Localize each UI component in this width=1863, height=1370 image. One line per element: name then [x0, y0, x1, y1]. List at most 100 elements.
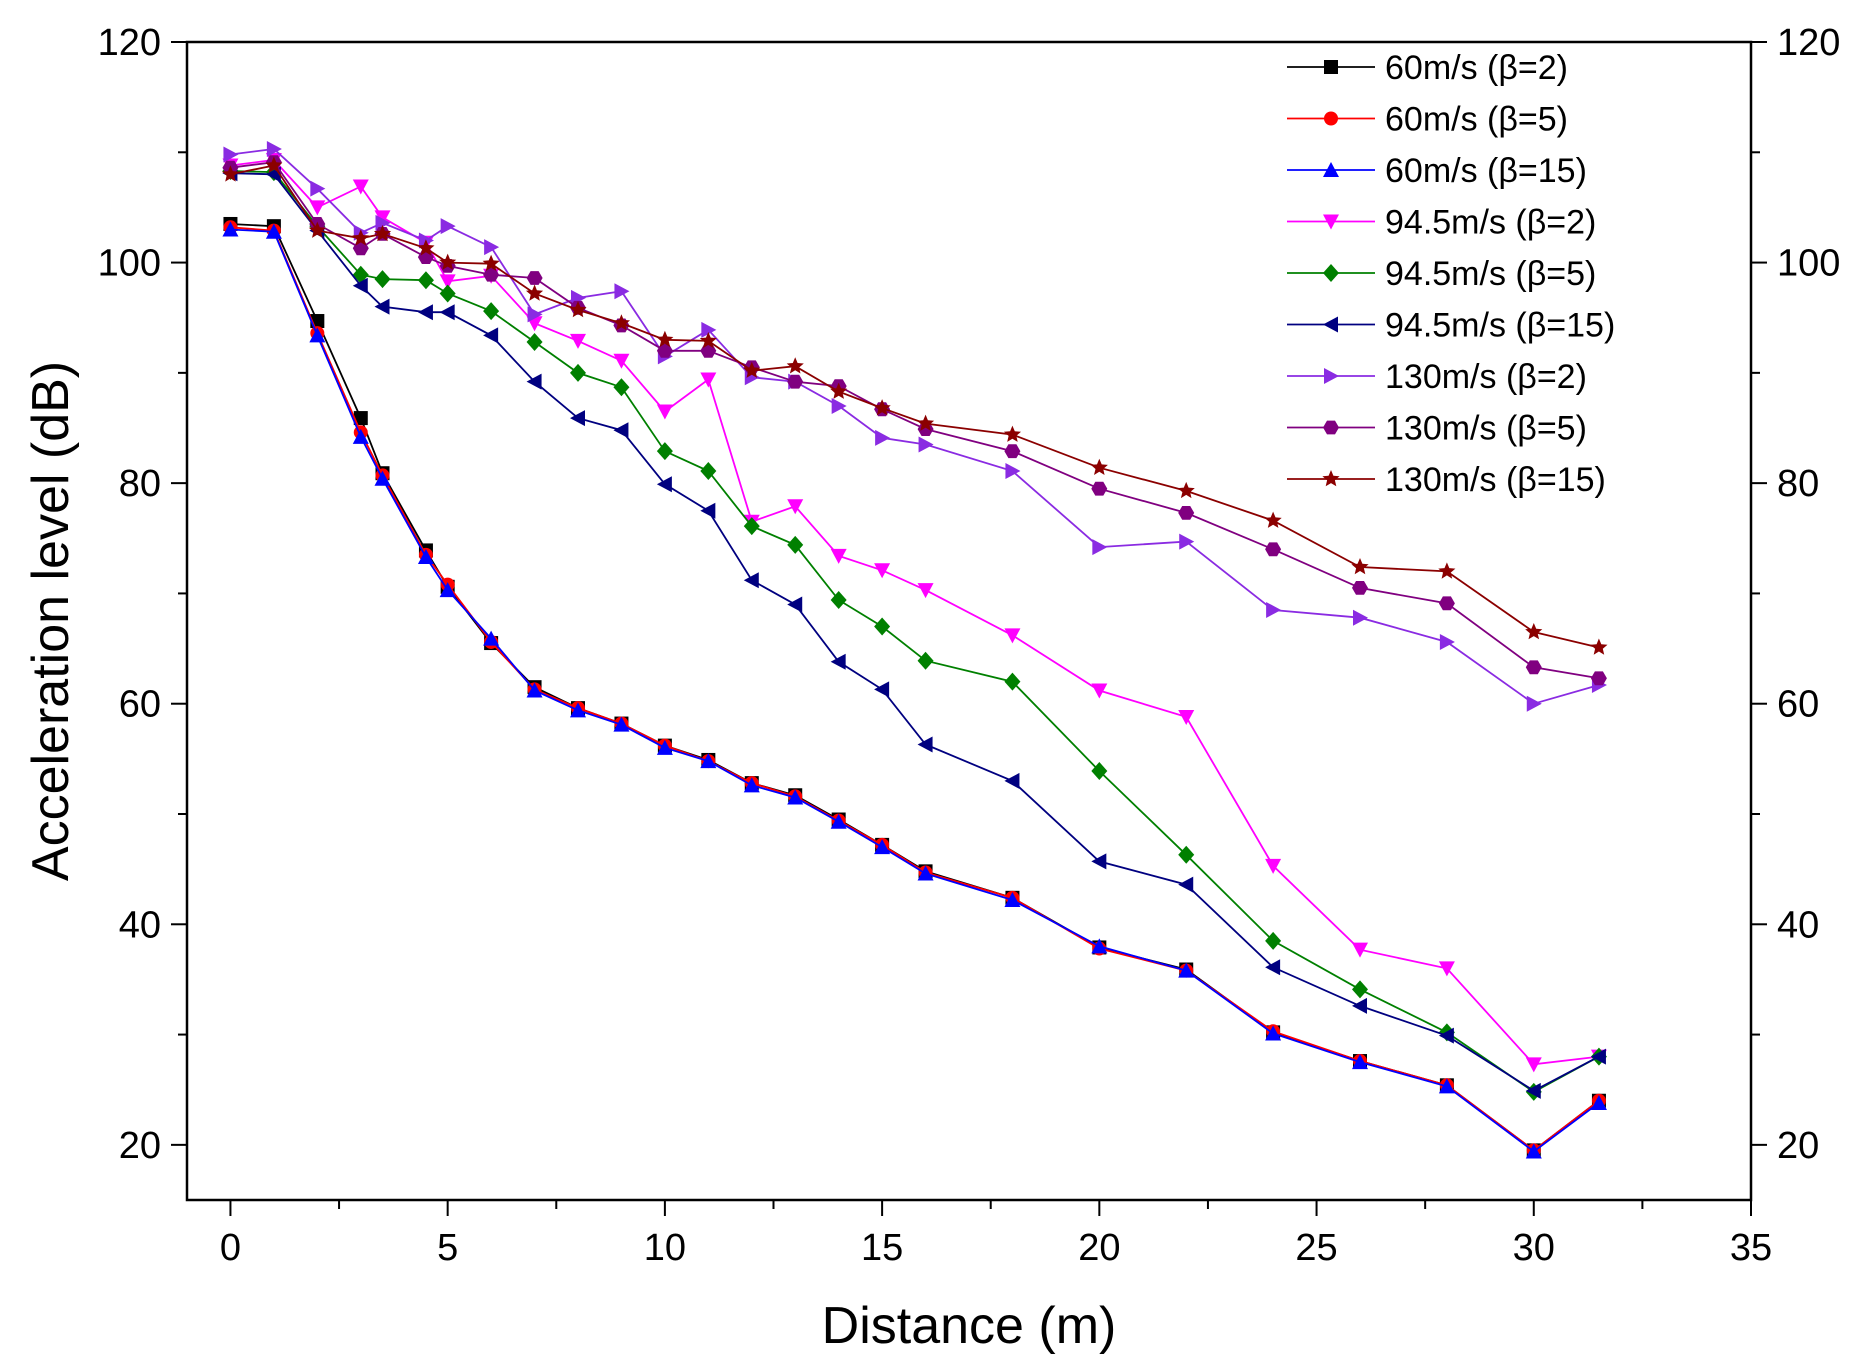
data-point	[527, 306, 543, 323]
data-point	[483, 302, 500, 321]
data-point	[1525, 1082, 1541, 1099]
data-point	[1004, 444, 1021, 459]
y-tick-label-right: 80	[1777, 463, 1819, 505]
data-point	[830, 591, 847, 610]
data-point	[417, 239, 435, 256]
data-point	[786, 357, 804, 374]
legend-label: 60m/s (β=2)	[1385, 49, 1568, 87]
x-tick-label: 35	[1730, 1227, 1772, 1269]
data-point	[352, 241, 369, 256]
data-point	[353, 411, 368, 426]
data-point	[787, 596, 803, 613]
legend-item: 130m/s (β=2)	[1287, 358, 1587, 396]
data-point	[1091, 938, 1108, 954]
legend-item: 60m/s (β=2)	[1287, 49, 1568, 87]
data-point	[373, 224, 392, 242]
x-tick-label: 10	[644, 1227, 686, 1269]
x-tick-label: 30	[1513, 1227, 1555, 1269]
legend-label: 94.5m/s (β=2)	[1385, 204, 1596, 242]
data-point	[526, 284, 544, 301]
data-point	[1525, 1143, 1542, 1159]
data-point	[743, 777, 760, 793]
data-point	[1438, 1027, 1454, 1044]
data-point	[700, 372, 717, 388]
data-point	[1265, 542, 1282, 557]
legend-item: 60m/s (β=15)	[1287, 152, 1587, 190]
legend-item: 130m/s (β=15)	[1287, 461, 1606, 499]
data-point	[918, 436, 934, 453]
data-point	[874, 681, 890, 698]
legend-label: 60m/s (β=15)	[1385, 152, 1587, 190]
data-point	[374, 298, 390, 315]
data-point	[1091, 761, 1108, 780]
data-point	[787, 499, 804, 515]
data-point	[1352, 980, 1368, 999]
x-tick-label: 25	[1295, 1227, 1337, 1269]
data-point	[656, 330, 674, 348]
data-point	[223, 146, 239, 163]
data-point	[699, 331, 717, 349]
legend-marker	[1324, 60, 1338, 74]
data-point	[874, 563, 891, 579]
data-point	[374, 270, 391, 289]
data-point	[417, 271, 434, 290]
data-point	[1265, 858, 1282, 874]
data-point	[613, 353, 630, 369]
data-point	[1178, 876, 1194, 893]
data-point	[700, 462, 717, 481]
data-point	[1590, 671, 1607, 686]
data-point	[830, 813, 847, 829]
data-point	[1004, 892, 1021, 908]
series-line	[230, 159, 1600, 1066]
data-point	[917, 414, 935, 431]
legend-item: 130m/s (β=5)	[1287, 410, 1587, 448]
data-point	[1353, 609, 1368, 626]
data-point	[352, 428, 369, 444]
data-point	[917, 583, 934, 599]
data-point	[1005, 463, 1021, 480]
series-line	[230, 228, 1600, 1153]
data-point	[787, 535, 804, 554]
data-point	[374, 210, 391, 226]
data-point	[309, 200, 326, 216]
data-point	[570, 702, 586, 718]
data-point	[265, 156, 283, 173]
plot-frame	[185, 40, 1753, 1202]
data-point	[1265, 1025, 1282, 1041]
data-point	[1525, 623, 1543, 640]
series-2	[222, 221, 1607, 1159]
data-point	[1179, 533, 1195, 550]
data-point	[614, 283, 630, 300]
data-point	[1438, 1078, 1455, 1094]
data-point	[1264, 511, 1282, 528]
y-tick-label-right: 20	[1777, 1125, 1819, 1167]
series-line	[230, 161, 1600, 680]
data-point	[1525, 660, 1542, 675]
legend-marker	[1323, 162, 1339, 177]
data-point	[1439, 633, 1455, 650]
data-point	[569, 301, 587, 318]
data-point	[1352, 1054, 1368, 1070]
x-tick-label: 0	[220, 1227, 241, 1269]
data-point	[1178, 845, 1195, 864]
data-point	[1265, 931, 1282, 950]
data-point	[1178, 962, 1195, 978]
data-point	[700, 343, 717, 358]
data-point	[613, 716, 630, 732]
data-point	[1004, 772, 1020, 789]
data-point	[483, 327, 499, 344]
series-line	[230, 226, 1600, 1152]
data-point	[917, 736, 933, 753]
data-point	[1265, 959, 1281, 976]
data-point	[1090, 458, 1108, 475]
data-point	[439, 253, 457, 270]
data-point	[917, 865, 934, 881]
data-point	[265, 223, 282, 239]
series-layer	[221, 140, 1608, 1159]
legend-label: 94.5m/s (β=5)	[1385, 255, 1596, 293]
legend-item: 94.5m/s (β=15)	[1287, 307, 1615, 345]
data-point	[1525, 1057, 1542, 1073]
legend-marker	[1323, 316, 1338, 333]
data-point	[656, 343, 673, 358]
series-4	[222, 162, 1607, 1101]
